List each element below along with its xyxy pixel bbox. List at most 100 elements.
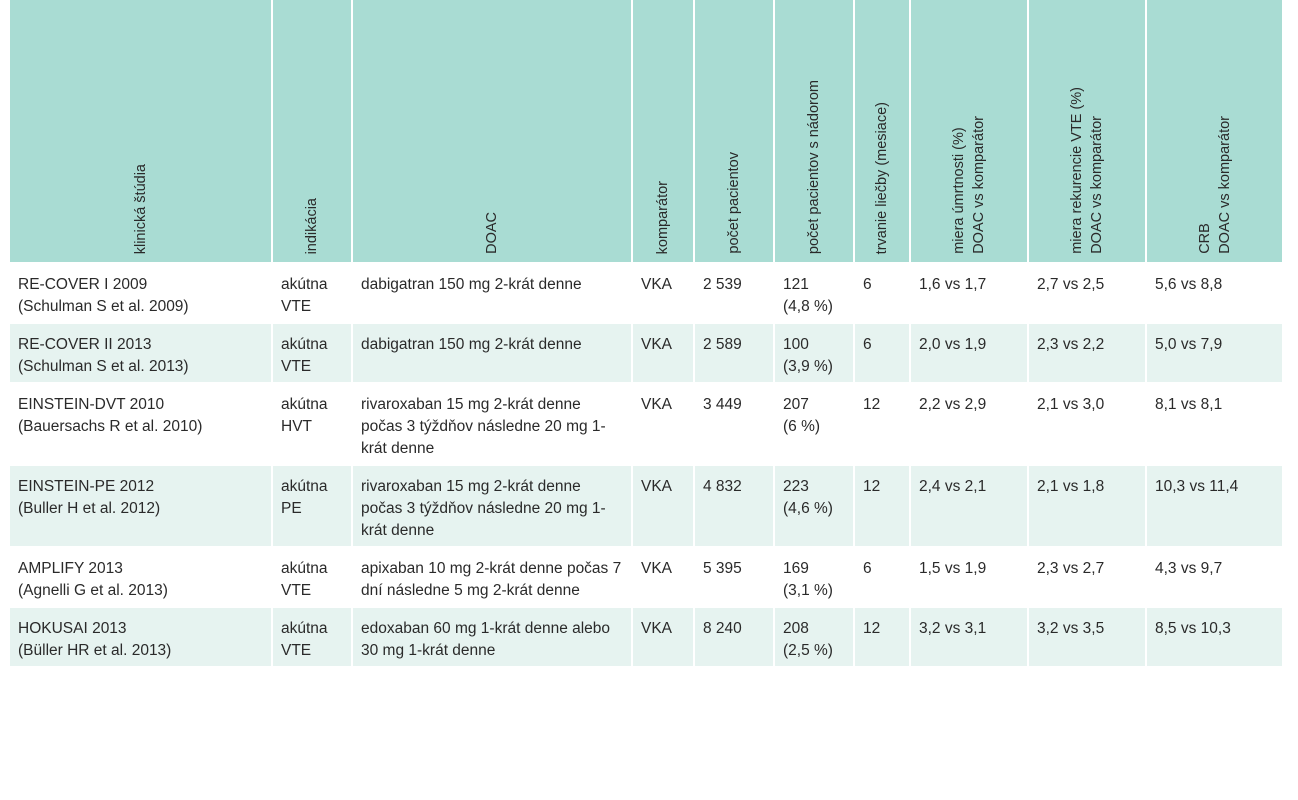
cell-crb: 10,3 vs 11,4 xyxy=(1146,465,1282,548)
cancer-count: 207 xyxy=(783,396,809,413)
study-name: EINSTEIN-DVT 2010 xyxy=(18,396,165,413)
column-header-label: trvanie liečby (mesiace) xyxy=(872,102,892,254)
study-reference: (Büller HR et al. 2013) xyxy=(18,642,172,659)
column-header-line: DOAC vs komparátor xyxy=(1089,116,1105,254)
cell-indication: akútna VTE xyxy=(272,263,353,324)
header-row: klinická štúdia indikácia DOAC komparátor po… xyxy=(10,0,1282,264)
cell-comparator: VKA xyxy=(632,607,695,668)
cell-study: RE-COVER I 2009 (Schulman S et al. 2009) xyxy=(10,263,273,324)
cell-mortality: 1,5 vs 1,9 xyxy=(910,547,1029,608)
study-name: HOKUSAI 2013 xyxy=(18,620,127,637)
cell-duration: 6 xyxy=(854,547,911,608)
cell-doac: rivaroxaban 15 mg 2-krát denne počas 3 t… xyxy=(352,383,633,466)
cell-recurrence: 3,2 vs 3,5 xyxy=(1028,607,1147,668)
column-header: miera rekurencie VTE (%) DOAC vs komparát… xyxy=(1028,0,1147,264)
cell-comparator: VKA xyxy=(632,547,695,608)
cancer-percent: (2,5 %) xyxy=(783,642,833,659)
cell-recurrence: 2,3 vs 2,2 xyxy=(1028,323,1147,384)
column-header-line: DOAC vs komparátor xyxy=(1216,116,1233,254)
table-row: AMPLIFY 2013 (Agnelli G et al. 2013) akútn… xyxy=(10,547,1282,608)
cell-mortality: 2,2 vs 2,9 xyxy=(910,383,1029,466)
table-row: RE-COVER I 2009 (Schulman S et al. 2009) a… xyxy=(10,263,1282,324)
column-header: CRB DOAC vs komparátor xyxy=(1146,0,1282,264)
cell-crb: 8,5 vs 10,3 xyxy=(1146,607,1282,668)
indication-line: HVT xyxy=(281,418,312,435)
table-body: RE-COVER I 2009 (Schulman S et al. 2009) a… xyxy=(10,263,1282,668)
study-reference: (Schulman S et al. 2013) xyxy=(18,358,189,375)
cancer-count: 223 xyxy=(783,478,809,495)
indication-line: VTE xyxy=(281,582,312,599)
cell-study: AMPLIFY 2013 (Agnelli G et al. 2013) xyxy=(10,547,273,608)
cancer-count: 100 xyxy=(783,336,809,353)
cell-crb: 8,1 vs 8,1 xyxy=(1146,383,1282,466)
column-header: trvanie liečby (mesiace) xyxy=(854,0,911,264)
cell-indication: akútna VTE xyxy=(272,323,353,384)
table-row: EINSTEIN-DVT 2010 (Bauersachs R et al. 20… xyxy=(10,383,1282,466)
indication-line: VTE xyxy=(281,298,312,315)
study-reference: (Schulman S et al. 2009) xyxy=(18,298,189,315)
indication-line: akútna xyxy=(281,478,328,495)
column-header-label: počet pacientov xyxy=(724,152,744,254)
column-header: DOAC xyxy=(352,0,633,264)
cell-duration: 12 xyxy=(854,607,911,668)
table-row: EINSTEIN-PE 2012 (Buller H et al. 2012) ak… xyxy=(10,465,1282,548)
cell-duration: 6 xyxy=(854,263,911,324)
cell-comparator: VKA xyxy=(632,263,695,324)
cell-patients: 2 589 xyxy=(694,323,775,384)
indication-line: akútna xyxy=(281,560,328,577)
cell-indication: akútna PE xyxy=(272,465,353,548)
cell-study: HOKUSAI 2013 (Büller HR et al. 2013) xyxy=(10,607,273,668)
column-header-label: miera rekurencie VTE (%) DOAC vs komparát… xyxy=(1067,87,1107,254)
column-header-line: miera rekurencie VTE (%) xyxy=(1069,87,1085,254)
study-reference: (Buller H et al. 2012) xyxy=(18,500,161,517)
cell-recurrence: 2,7 vs 2,5 xyxy=(1028,263,1147,324)
cell-study: EINSTEIN-DVT 2010 (Bauersachs R et al. 20… xyxy=(10,383,273,466)
cell-comparator: VKA xyxy=(632,323,695,384)
cell-patients: 3 449 xyxy=(694,383,775,466)
cell-recurrence: 2,3 vs 2,7 xyxy=(1028,547,1147,608)
indication-line: PE xyxy=(281,500,302,517)
column-header-line: miera úmrtnosti (%) xyxy=(951,127,967,255)
column-header-label: komparátor xyxy=(653,181,673,254)
column-header-label: počet pacientov s nádorom xyxy=(804,80,824,254)
column-header-line: komparátor xyxy=(655,180,671,254)
column-header-line: indikácia xyxy=(304,197,320,254)
cell-recurrence: 2,1 vs 3,0 xyxy=(1028,383,1147,466)
table-row: HOKUSAI 2013 (Büller HR et al. 2013) akútn… xyxy=(10,607,1282,668)
cell-doac: rivaroxaban 15 mg 2-krát denne počas 3 t… xyxy=(352,465,633,548)
cancer-percent: (4,8 %) xyxy=(783,298,833,315)
cell-mortality: 1,6 vs 1,7 xyxy=(910,263,1029,324)
column-header-line: CRB xyxy=(1196,223,1213,254)
cell-cancer-patients: 207 (6 %) xyxy=(774,383,855,466)
table-header: klinická štúdia indikácia DOAC komparátor po… xyxy=(10,0,1282,264)
study-name: AMPLIFY 2013 xyxy=(18,560,123,577)
cell-crb: 5,0 vs 7,9 xyxy=(1146,323,1282,384)
cancer-count: 208 xyxy=(783,620,809,637)
study-reference: (Agnelli G et al. 2013) xyxy=(18,582,168,599)
column-header: indikácia xyxy=(272,0,353,264)
cell-patients: 8 240 xyxy=(694,607,775,668)
indication-line: VTE xyxy=(281,642,312,659)
cell-study: EINSTEIN-PE 2012 (Buller H et al. 2012) xyxy=(10,465,273,548)
cell-study: RE-COVER II 2013 (Schulman S et al. 2013) xyxy=(10,323,273,384)
cell-cancer-patients: 208 (2,5 %) xyxy=(774,607,855,668)
cancer-count: 169 xyxy=(783,560,809,577)
indication-line: akútna xyxy=(281,336,328,353)
study-name: EINSTEIN-PE 2012 xyxy=(18,478,155,495)
cancer-percent: (4,6 %) xyxy=(783,500,833,517)
cell-recurrence: 2,1 vs 1,8 xyxy=(1028,465,1147,548)
cell-mortality: 3,2 vs 3,1 xyxy=(910,607,1029,668)
study-name: RE-COVER I 2009 xyxy=(18,276,148,293)
cancer-percent: (6 %) xyxy=(783,418,821,435)
cell-patients: 2 539 xyxy=(694,263,775,324)
column-header: komparátor xyxy=(632,0,695,264)
indication-line: akútna xyxy=(281,620,328,637)
cell-duration: 6 xyxy=(854,323,911,384)
clinical-trials-table: klinická štúdia indikácia DOAC komparátor po… xyxy=(10,0,1282,668)
cancer-percent: (3,9 %) xyxy=(783,358,833,375)
column-header-label: klinická štúdia xyxy=(131,164,151,254)
column-header: počet pacientov s nádorom xyxy=(774,0,855,264)
table-row: RE-COVER II 2013 (Schulman S et al. 2013)… xyxy=(10,323,1282,384)
cell-crb: 4,3 vs 9,7 xyxy=(1146,547,1282,608)
cell-doac: dabigatran 150 mg 2-krát denne xyxy=(352,263,633,324)
